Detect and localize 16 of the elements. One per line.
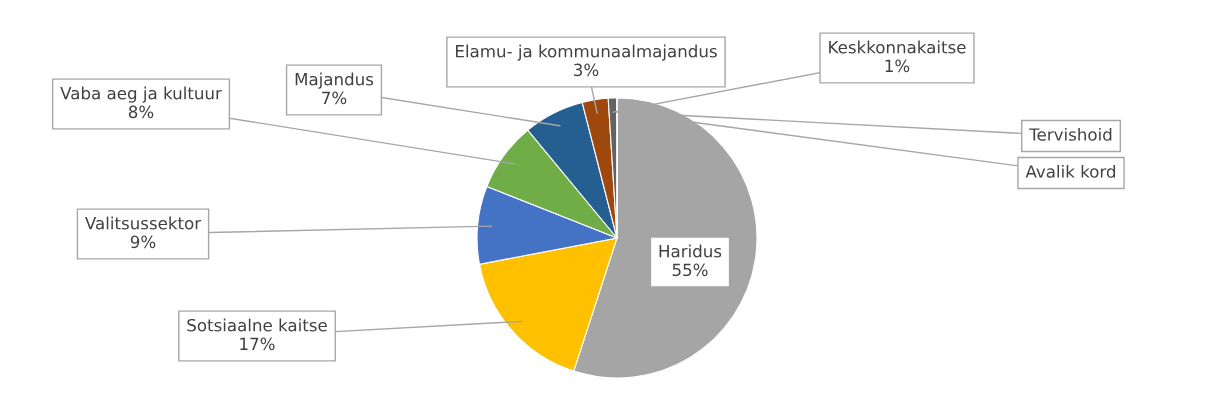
slice-label: Vaba aeg ja kultuur: [60, 86, 222, 103]
data-label: 8%: [128, 105, 154, 119]
slice-label: Sotsiaalne kaitse: [187, 318, 327, 332]
data-label: 9%: [130, 235, 156, 249]
data-label: 7%: [322, 91, 347, 105]
slice-label: Keskkonnakaitse: [829, 40, 966, 54]
slice-label: Majandus: [295, 72, 374, 89]
category-label: Avalik kord: [1025, 164, 1116, 178]
slice-label: Valitsussektor: [85, 216, 202, 230]
slice-label: Elamu- ja kommunaalmajandus: [456, 44, 717, 61]
slice-label: Haridus: [659, 244, 722, 258]
data-label: 17%: [240, 337, 275, 351]
data-label: 55%: [672, 263, 708, 277]
data-label: 3%: [574, 63, 599, 77]
category-label: Tervishoid: [1029, 127, 1112, 141]
data-label: 1%: [885, 59, 910, 73]
